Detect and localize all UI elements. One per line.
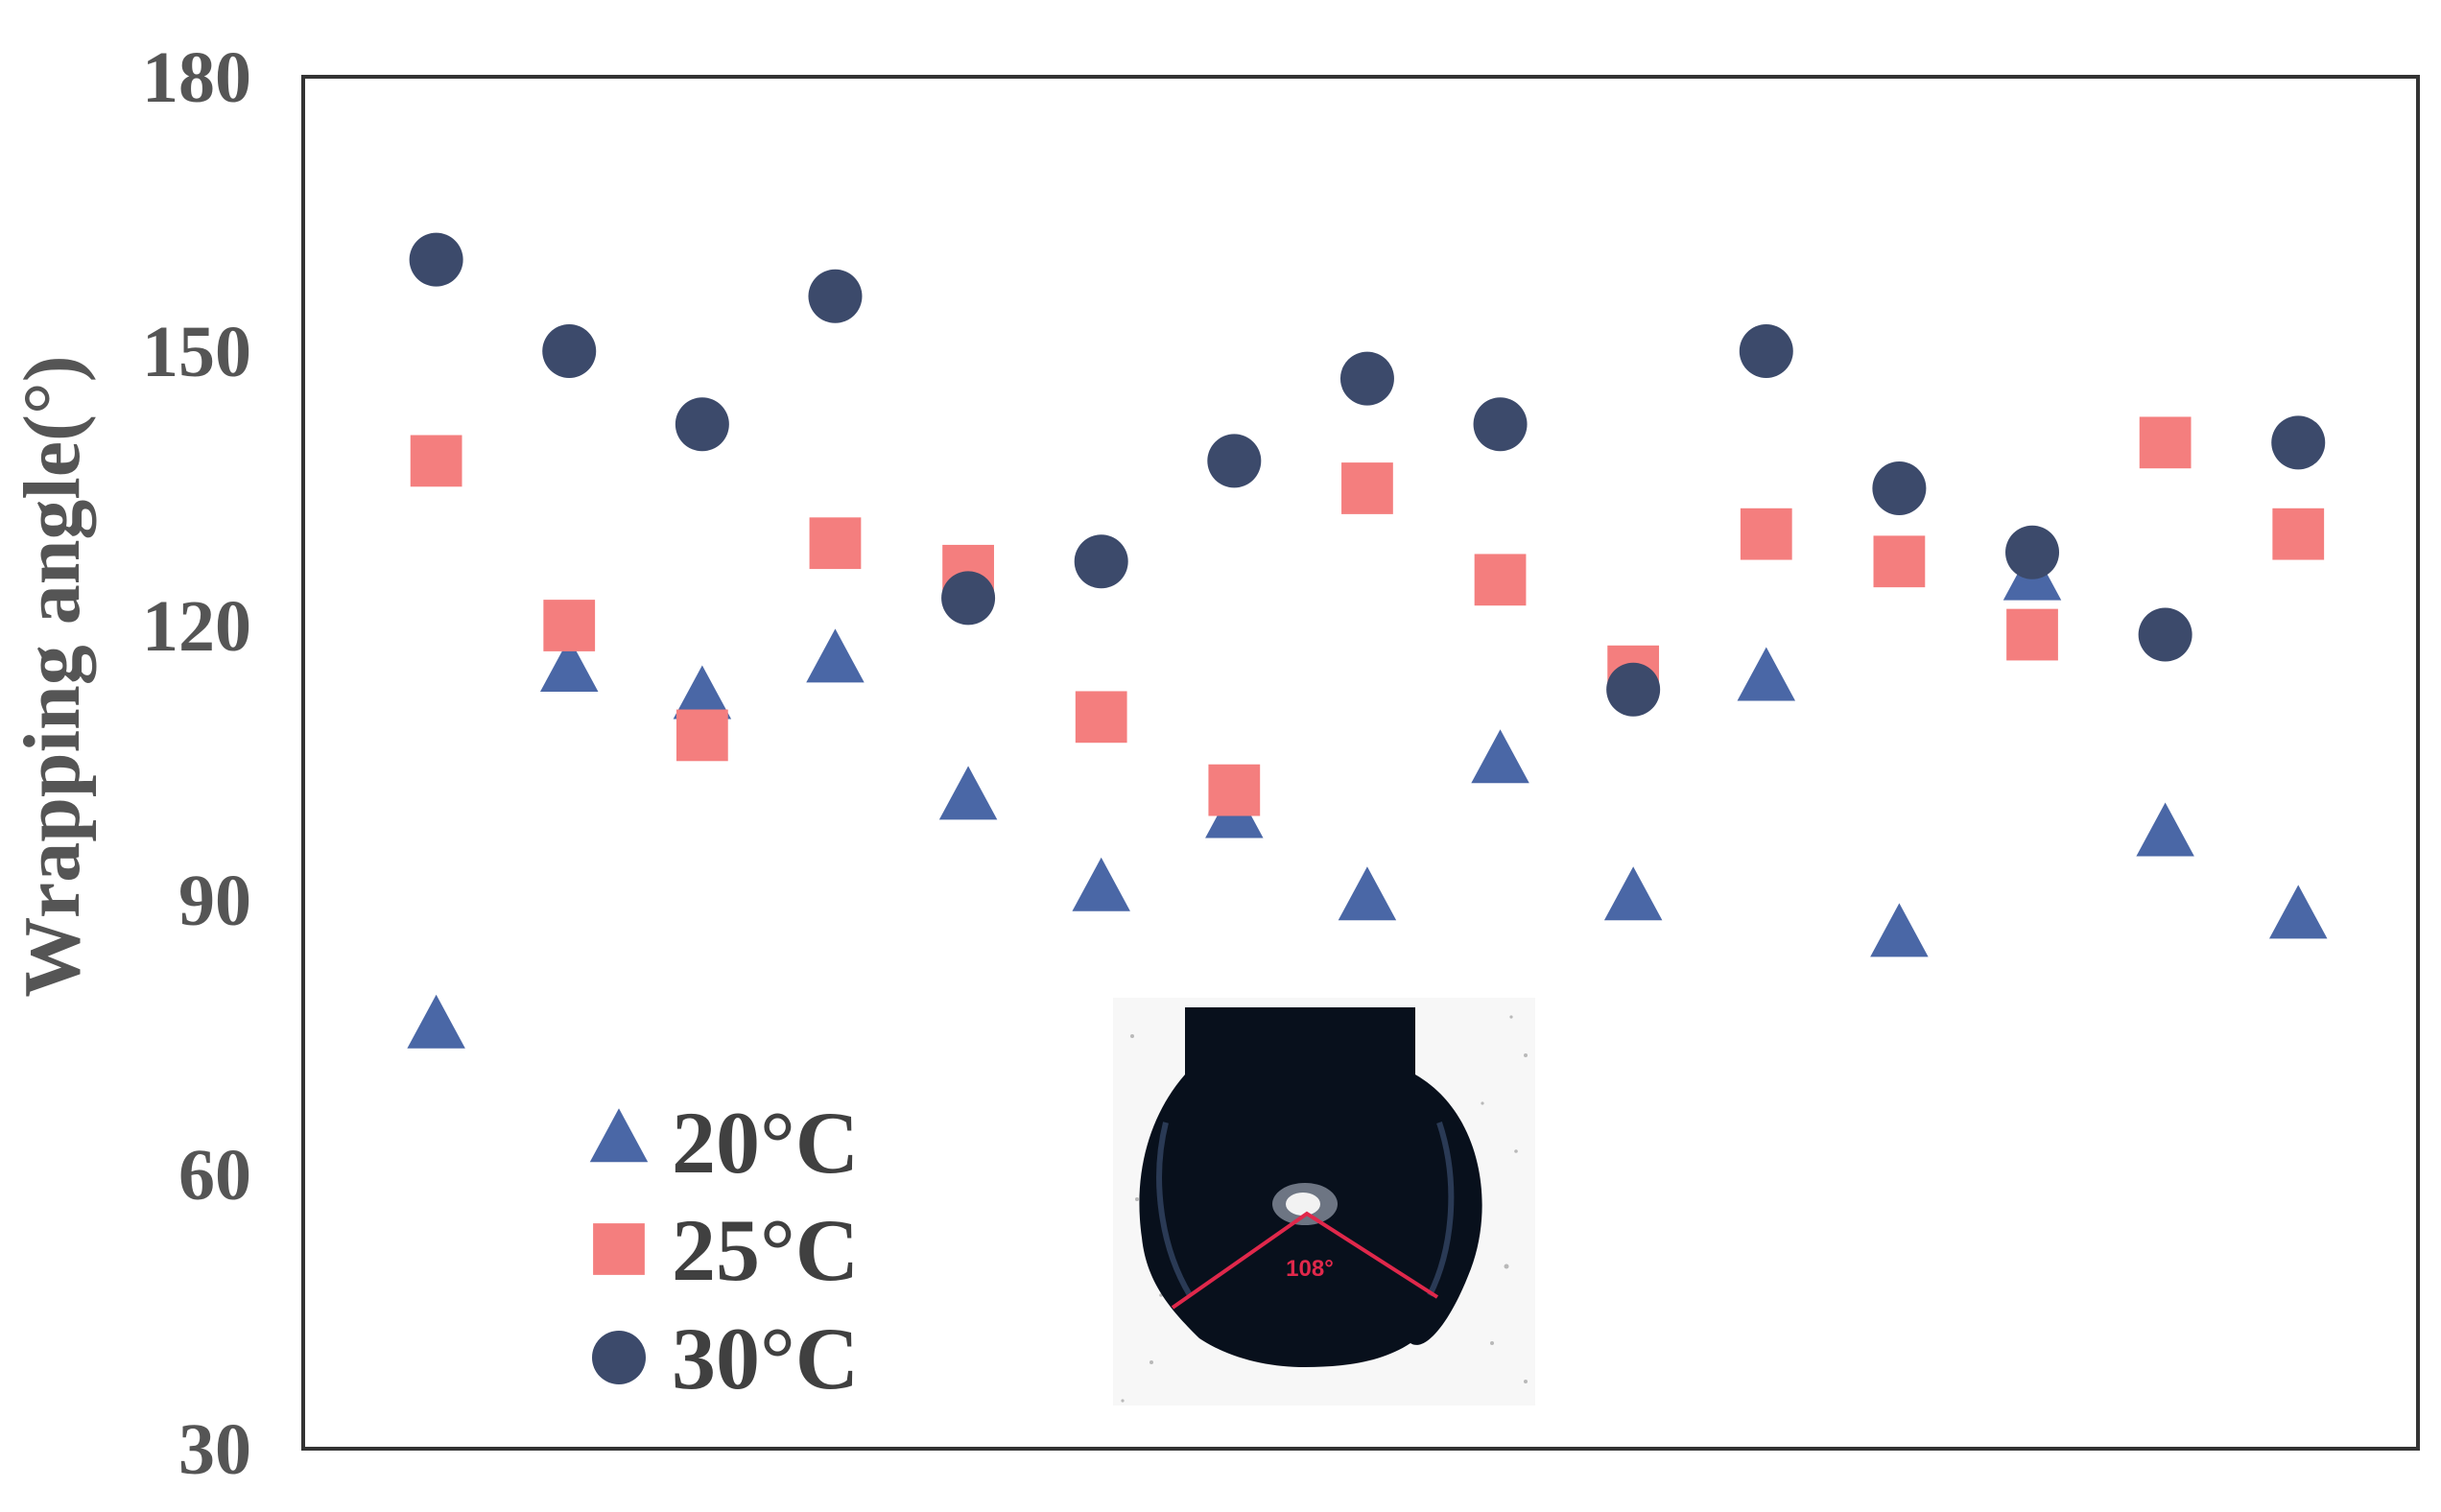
series-triangle [407, 546, 2328, 1049]
y-tick-label: 90 [178, 861, 251, 941]
data-point [1870, 903, 1929, 957]
legend-item: 30°C [592, 1310, 859, 1407]
data-point [2136, 802, 2194, 857]
y-axis-label: Wrapping angle(°) [8, 355, 97, 997]
data-point [409, 232, 463, 287]
legend-marker [589, 1108, 649, 1163]
data-point [1072, 857, 1130, 911]
data-point [675, 709, 728, 762]
y-tick-label: 180 [142, 37, 251, 118]
data-point [938, 766, 998, 820]
data-point [1737, 647, 1796, 701]
data-point [675, 397, 729, 452]
data-point [1603, 866, 1663, 921]
data-point [1074, 534, 1128, 589]
points-layer [407, 232, 2328, 1049]
plot-frame [301, 75, 2420, 1451]
inset-angle-lines [1171, 1211, 1439, 1310]
droplet-inset: 108° [1113, 998, 1535, 1406]
legend-item: 25°C [593, 1201, 859, 1299]
droplet-reflection [1286, 1193, 1320, 1216]
legend: 20°C25°C 30°C [589, 1094, 859, 1407]
y-tick-label: 30 [178, 1409, 251, 1490]
data-point [809, 517, 862, 570]
data-point [806, 628, 865, 683]
legend-item: 20°C [589, 1094, 859, 1192]
legend-label: 25°C [672, 1201, 859, 1299]
droplet-rim-highlight-right [1427, 1122, 1455, 1297]
data-point [539, 637, 599, 692]
data-point [2271, 415, 2326, 470]
y-tick-label: 120 [142, 586, 251, 667]
series-circle [409, 232, 2326, 717]
data-point [1471, 729, 1529, 784]
data-point [1473, 397, 1528, 452]
y-tick-label: 60 [178, 1135, 251, 1216]
legend-label: 20°C [672, 1094, 859, 1192]
data-point [941, 571, 996, 626]
data-point [808, 269, 863, 323]
data-point [2272, 508, 2325, 560]
data-point [407, 994, 465, 1049]
data-point [1872, 461, 1927, 515]
series-square [410, 416, 2325, 816]
data-point [1075, 691, 1127, 744]
droplet-rim-highlight [1156, 1122, 1193, 1297]
data-point [2138, 607, 2192, 662]
data-point [410, 435, 462, 487]
data-point [1740, 508, 1792, 560]
inset-speckles [1121, 1015, 1528, 1403]
data-point [542, 324, 597, 378]
axes-layer: 30 60 90 120 150 180 Wrapping angle(°) [8, 37, 2420, 1490]
y-tick-label: 150 [142, 312, 251, 392]
data-point [2139, 416, 2192, 469]
data-point [1873, 535, 1926, 588]
data-point [543, 600, 596, 651]
legend-marker [593, 1223, 645, 1275]
data-point [1739, 324, 1793, 378]
legend-marker [592, 1331, 646, 1384]
legend-label: 30°C [672, 1310, 859, 1407]
inset-angle-label: 108° [1286, 1256, 1334, 1282]
data-point [1208, 764, 1261, 816]
data-point [2269, 885, 2328, 939]
data-point [2005, 525, 2060, 579]
data-point [1207, 434, 1262, 488]
data-point [1341, 462, 1393, 514]
data-point [1474, 554, 1527, 606]
data-point [1606, 662, 1661, 717]
data-point [673, 665, 732, 720]
data-point [2006, 608, 2058, 661]
data-point [1339, 351, 1394, 406]
data-point [1338, 866, 1397, 921]
